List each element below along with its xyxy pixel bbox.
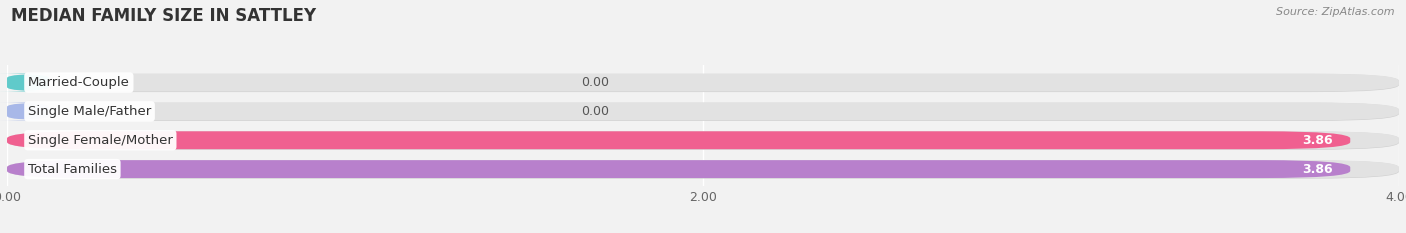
FancyBboxPatch shape (0, 74, 59, 92)
FancyBboxPatch shape (7, 103, 1399, 120)
FancyBboxPatch shape (10, 103, 1399, 121)
FancyBboxPatch shape (7, 160, 1399, 178)
FancyBboxPatch shape (10, 132, 1399, 150)
FancyBboxPatch shape (7, 131, 1350, 149)
Text: Single Female/Mother: Single Female/Mother (28, 134, 173, 147)
FancyBboxPatch shape (7, 74, 1399, 92)
FancyBboxPatch shape (10, 161, 1399, 179)
Text: 0.00: 0.00 (581, 76, 609, 89)
Text: 0.00: 0.00 (581, 105, 609, 118)
FancyBboxPatch shape (7, 131, 1399, 149)
FancyBboxPatch shape (10, 74, 1399, 92)
FancyBboxPatch shape (0, 103, 59, 120)
Text: Total Families: Total Families (28, 163, 117, 176)
Text: 3.86: 3.86 (1302, 134, 1333, 147)
Text: MEDIAN FAMILY SIZE IN SATTLEY: MEDIAN FAMILY SIZE IN SATTLEY (11, 7, 316, 25)
FancyBboxPatch shape (7, 160, 1350, 178)
Text: Source: ZipAtlas.com: Source: ZipAtlas.com (1277, 7, 1395, 17)
Text: Married-Couple: Married-Couple (28, 76, 129, 89)
Text: Single Male/Father: Single Male/Father (28, 105, 152, 118)
Text: 3.86: 3.86 (1302, 163, 1333, 176)
